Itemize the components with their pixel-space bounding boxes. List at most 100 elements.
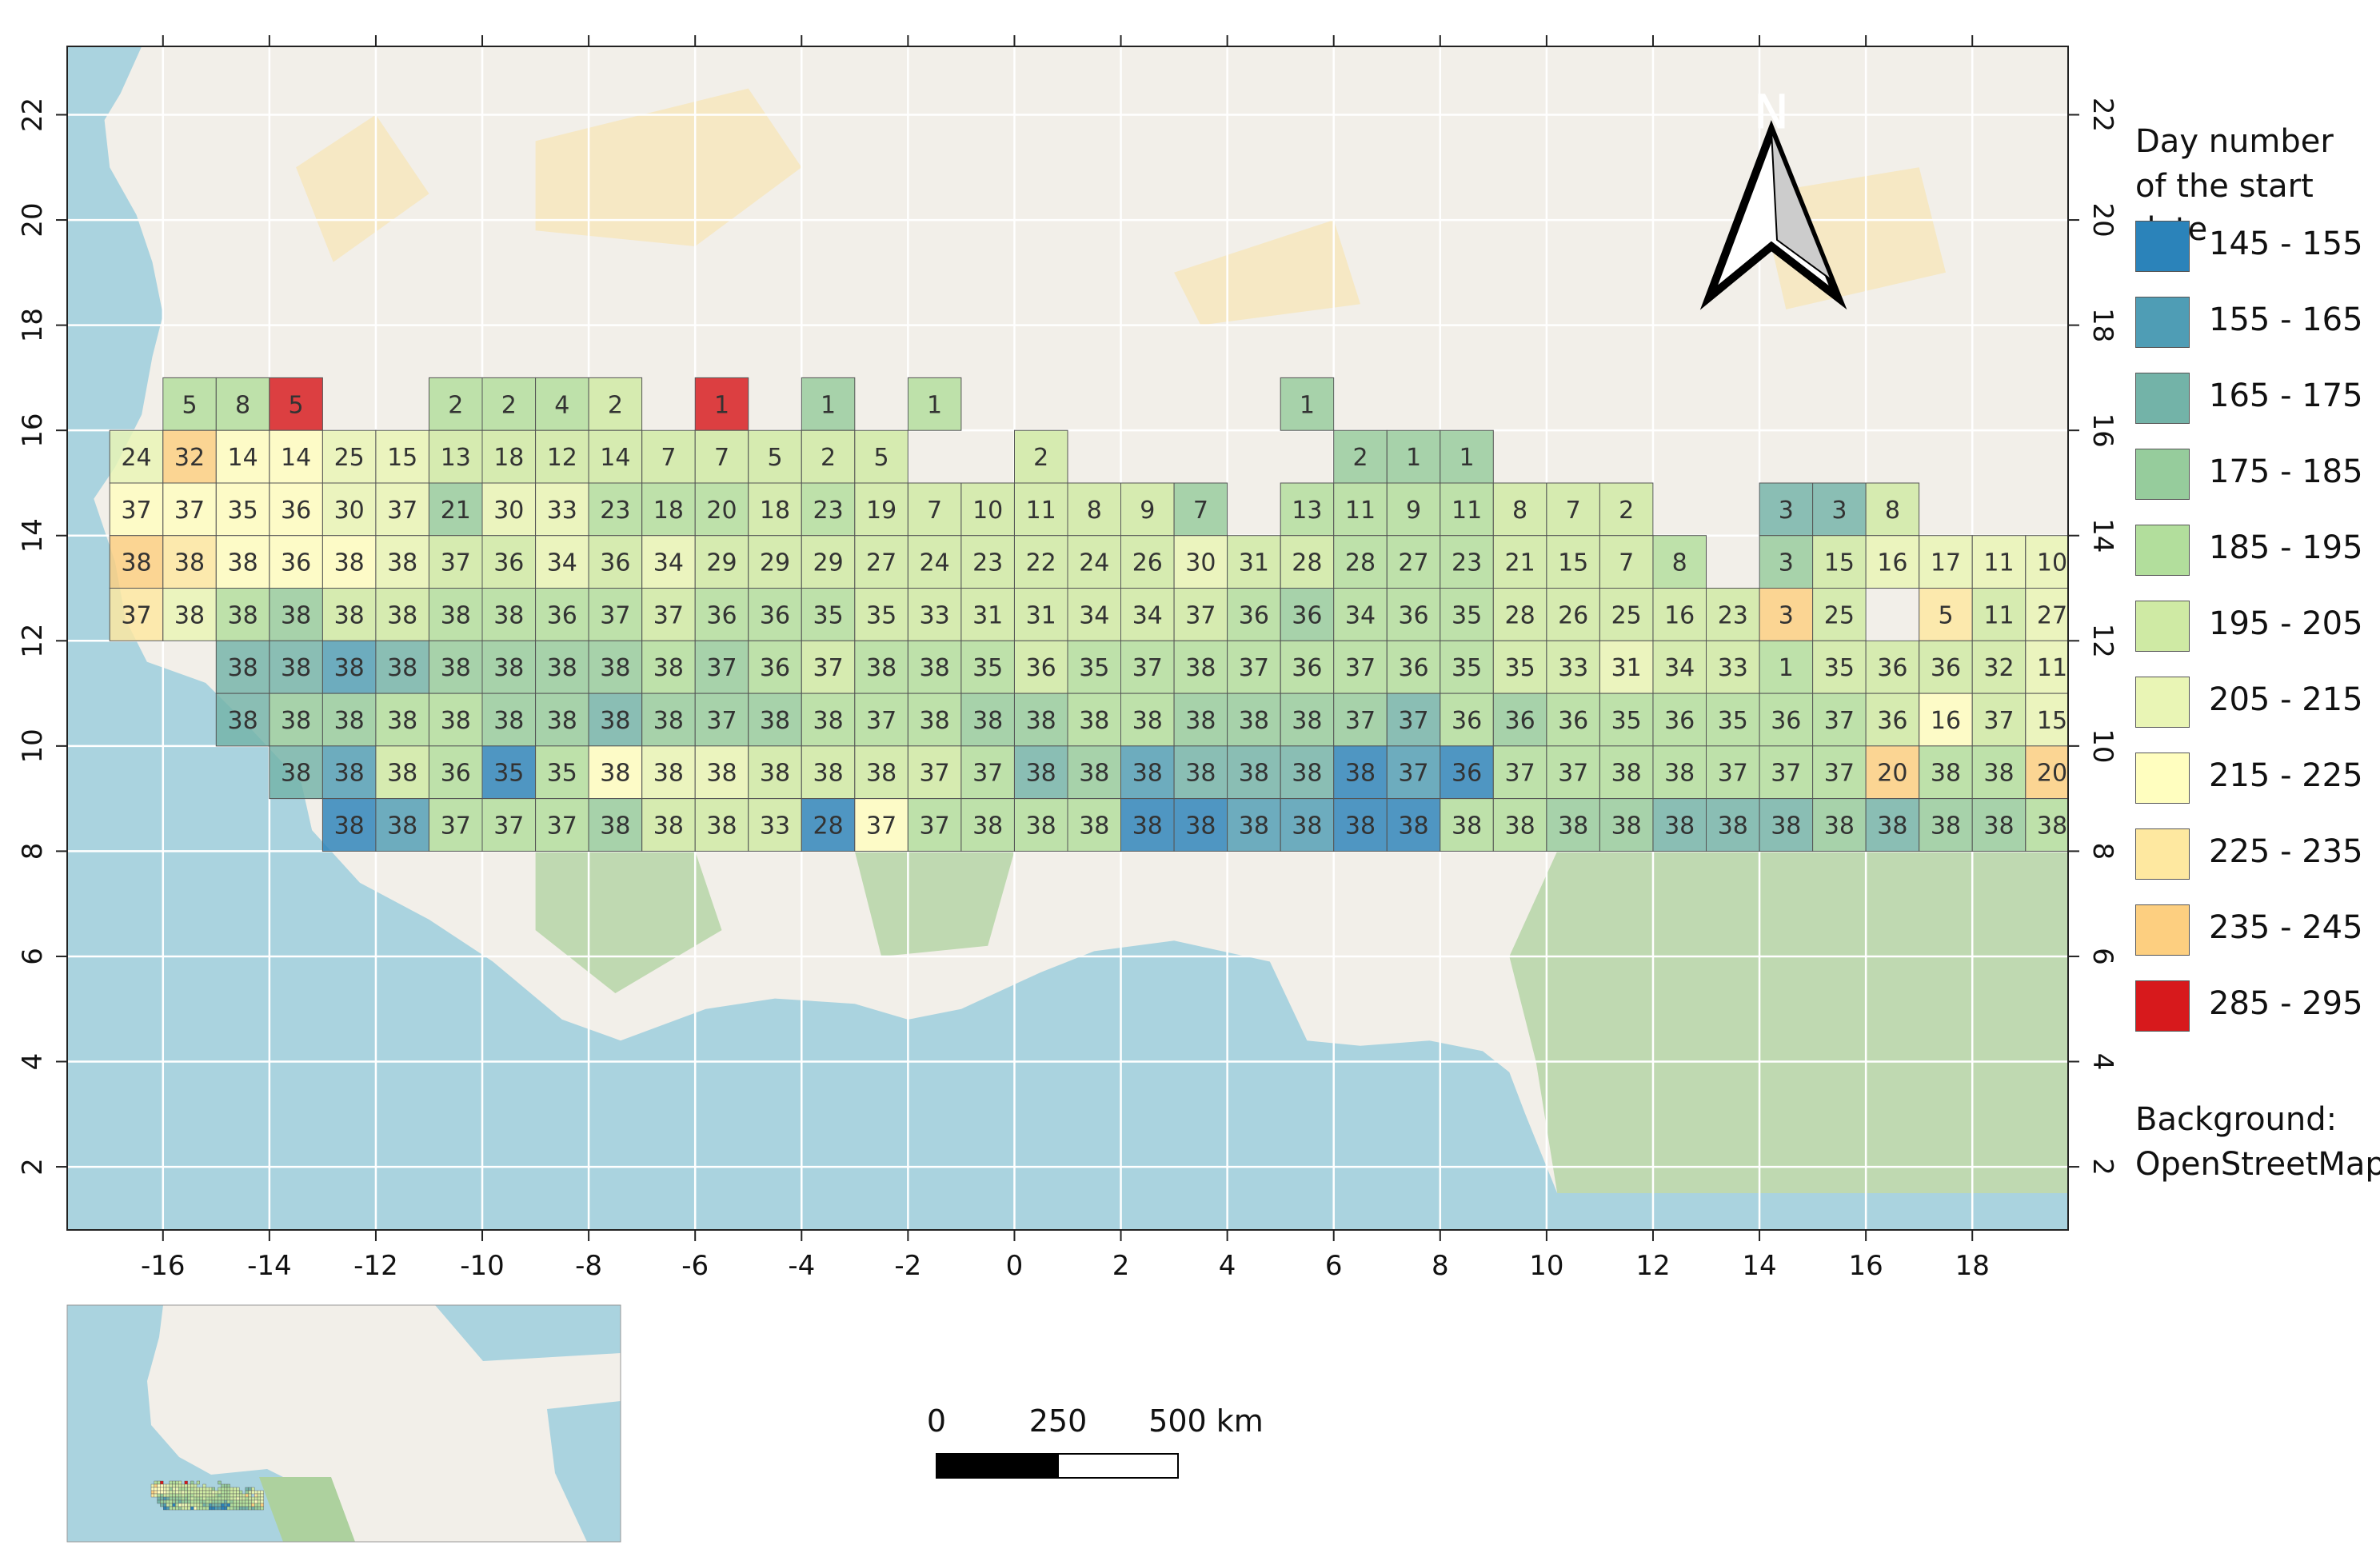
y-tick-label-right: 22 [2086,98,2118,132]
grid-cell [854,429,908,484]
grid-cell [748,482,802,537]
grid-cell [1865,798,1920,852]
inset-grid-cell [190,1483,194,1488]
grid-cell-label: 13 [1292,497,1322,525]
inset-grid-cell [251,1506,255,1511]
grid-cell [1865,745,1920,800]
grid-cell-label: 8 [1885,497,1900,525]
grid-cell-label: 38 [866,654,896,682]
legend-swatch [2135,828,2190,880]
grid-cell-label: 29 [813,549,844,577]
grid-cell-label: 36 [1026,654,1056,682]
grid-cell-label: 37 [1718,760,1748,788]
grid-cell-label: 36 [1664,707,1695,735]
inset-grid-cell [184,1506,188,1511]
grid-cell [375,588,429,641]
grid-cell-label: 11 [2037,654,2067,682]
grid-cell [375,798,429,852]
grid-cell [2025,588,2068,641]
inset-grid-cell [196,1503,200,1507]
grid-cell [1440,745,1494,800]
y-tick-label-left: 20 [17,202,49,237]
grid-cell-label: 27 [1398,549,1428,577]
inset-grid-cell [154,1480,158,1485]
inset-grid-cell [245,1506,249,1511]
grid-cell-label: 15 [387,444,417,472]
inset-grid-cell [157,1496,161,1501]
grid-cell-label: 38 [493,601,524,629]
grid-cell-label: 38 [600,812,630,840]
grid-cell-label: 37 [493,812,524,840]
grid-cell-label: 5 [289,391,304,419]
y-tick-label-left: 4 [17,1053,49,1071]
grid-cell-label: 38 [1239,707,1269,735]
grid-cell [1120,745,1175,800]
grid-cell-label: 35 [1452,654,1482,682]
grid-cell-label: 38 [281,707,311,735]
grid-cell-label: 38 [1026,760,1056,788]
grid-cell-label: 38 [1079,812,1109,840]
grid-cell-label: 38 [1771,812,1801,840]
grid-cell [429,429,483,484]
inset-grid-cell [178,1480,182,1485]
grid-cell-label: 16 [1877,549,1907,577]
inset-grid-cell [254,1493,258,1498]
grid-cell [162,429,217,484]
legend-item: 165 - 175 [2135,373,2375,424]
grid-cell-label: 18 [760,497,790,525]
grid-cell-label: 5 [874,444,889,472]
grid-cell [1812,535,1867,589]
grid-cell-label: 24 [121,444,151,472]
grid-cell [535,693,589,747]
inset-grid-cell [169,1480,173,1485]
inset-grid-cell [211,1506,215,1511]
grid-cell [1386,745,1441,800]
grid-cell-label: 38 [441,601,471,629]
inset-grid-cell [233,1487,237,1491]
inset-grid-cell [172,1483,176,1488]
grid-cell-label: 19 [866,497,896,525]
inset-grid-cell [218,1496,222,1501]
inset-grid-cell [251,1503,255,1507]
inset-grid-cell [254,1506,258,1511]
grid-cell-label: 15 [1558,549,1588,577]
grid-cell-label: 37 [866,812,896,840]
grid-cell-label: 38 [228,654,258,682]
grid-cell [1067,745,1121,800]
inset-grid-cell [251,1496,255,1501]
inset-grid-cell [211,1490,215,1495]
grid-cell [481,482,536,537]
grid-cell-label: 36 [1558,707,1588,735]
legend-swatch [2135,525,2190,576]
grid-cell [162,482,217,537]
grid-cell-label: 38 [387,760,417,788]
inset-grid-cell [248,1493,252,1498]
grid-cell [1865,640,1920,694]
grid-cell-label: 38 [2037,812,2067,840]
inset-grid-cell [181,1490,185,1495]
x-tick-label: -6 [681,1250,709,1282]
grid-cell [1599,588,1654,641]
inset-grid-cell [187,1496,191,1501]
inset-grid-cell [239,1499,243,1504]
legend-label: 155 - 165 [2209,301,2363,338]
grid-cell-label: 36 [1292,654,1322,682]
grid-cell [1759,798,1814,852]
grid-cell [1280,377,1335,431]
inset-grid-cell [214,1499,218,1504]
inset-grid-cell [233,1493,237,1498]
inset-grid-cell [181,1496,185,1501]
inset-grid-cell [175,1499,179,1504]
grid-cell [907,535,962,589]
grid-cell-label: 36 [1398,601,1428,629]
inset-grid-cell [202,1483,206,1488]
inset-grid-cell [236,1506,240,1511]
grid-cell-label: 36 [1292,601,1322,629]
grid-cell-label: 37 [1132,654,1163,682]
grid-cell [109,535,164,589]
inset-grid-cell [175,1490,179,1495]
grid-cell-label: 38 [760,760,790,788]
inset-grid-cell [206,1490,210,1495]
grid-cell-label: 4 [554,391,569,419]
